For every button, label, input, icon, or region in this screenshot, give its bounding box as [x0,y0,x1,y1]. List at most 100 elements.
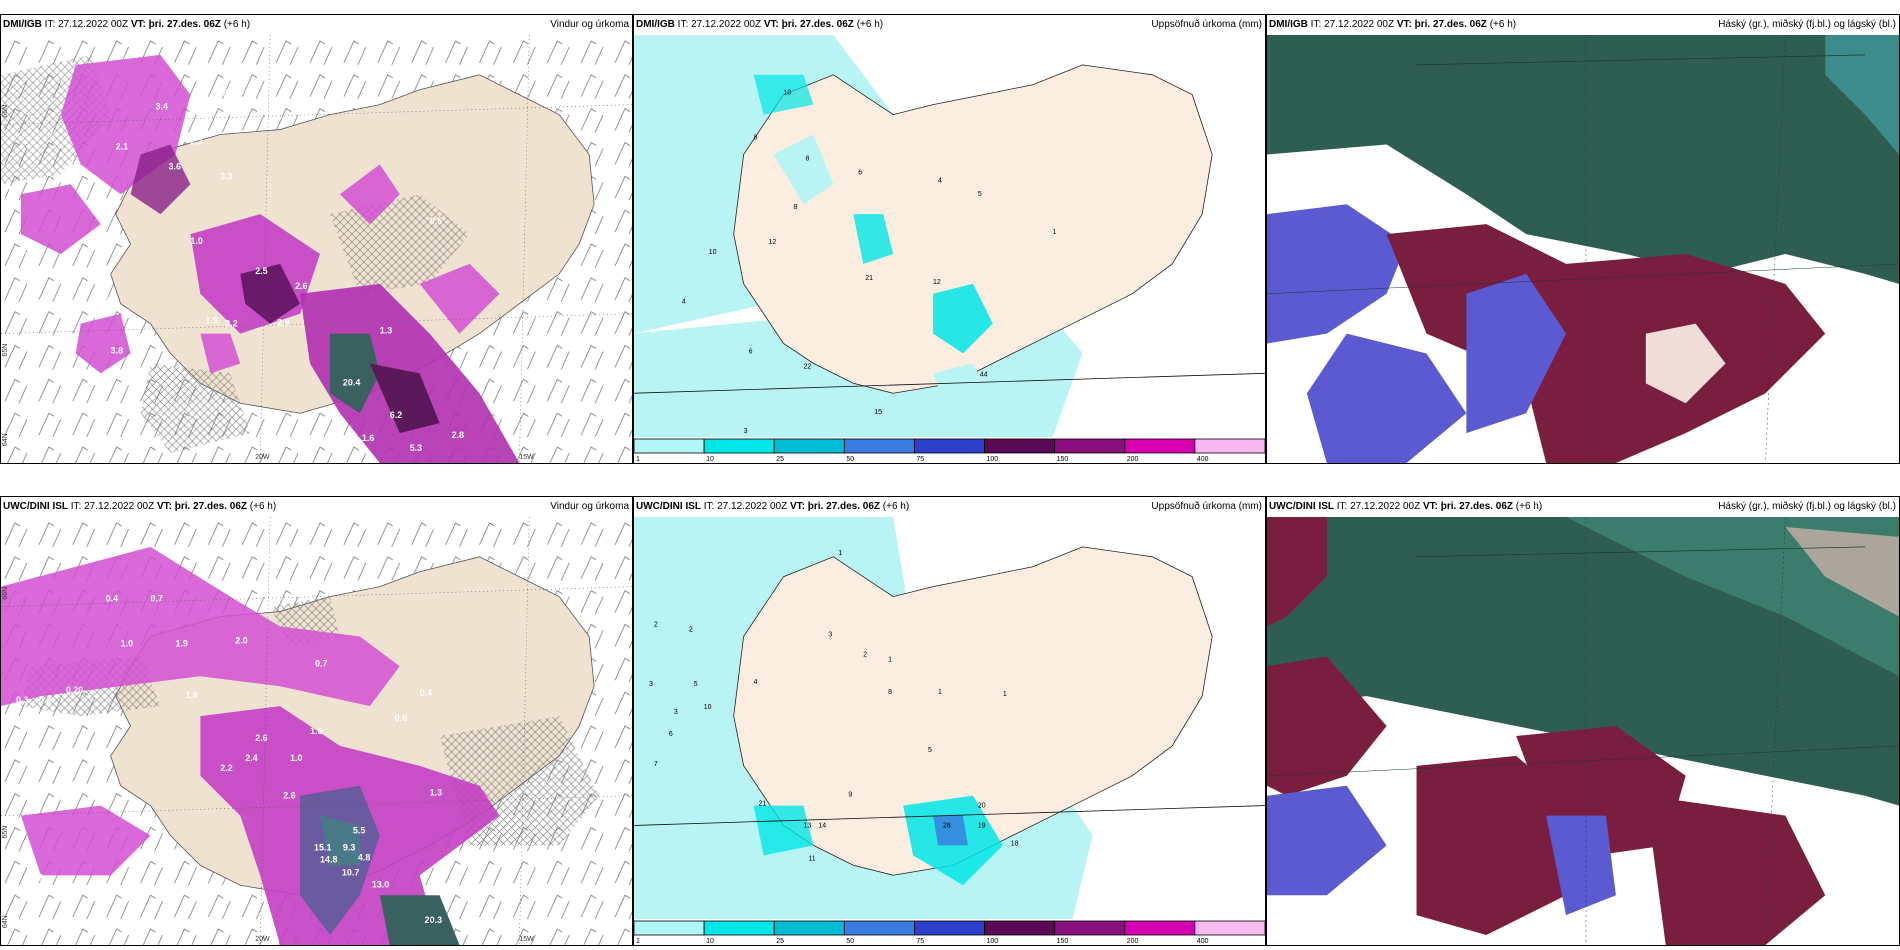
value-label: 8 [888,689,892,696]
panel-header: DMI/IGB IT: 27.12.2022 00Z VT: þri. 27.d… [1267,15,1899,35]
value-label: 0.20 [66,685,83,695]
value-label: 15.1 [314,842,331,852]
it-label: IT: [70,501,82,512]
value-label: 20.3 [425,915,442,925]
value-label: 15 [874,409,882,416]
value-label: 3 [649,681,653,688]
panel-accum-precip-uwc: UWC/DINI ISL IT: 27.12.2022 00Z VT: þri.… [633,496,1266,946]
value-label: 3.6 [168,161,180,171]
lead-time: (+6 h) [882,501,910,512]
value-label: 1.8 [185,690,197,700]
hatched-area [140,363,251,454]
value-label: 9 [848,792,852,799]
value-label: 2.0 [235,635,247,645]
value-label: 0.5 [430,216,442,226]
map-area: 1 2 2 3 2 1 3 5 4 1 5 3 6 7 10 21 28 20 … [634,517,1265,919]
lon-label: 20W [255,454,270,461]
value-label: 12 [933,279,941,286]
value-label: 1 [888,656,892,663]
value-label: 5.3 [410,443,422,453]
colorbar-swatch [773,920,845,936]
model-name: UWC/DINI ISL [636,501,701,512]
value-label: 1.0 [290,753,302,763]
panel-cloud-uwc: UWC/DINI ISL IT: 27.12.2022 00Z VT: þri.… [1266,496,1900,946]
value-label: 3.8 [111,346,123,356]
value-label: 28 [943,822,951,829]
product-title: Vindur og úrkoma [550,501,629,512]
value-label: 3 [744,428,748,435]
value-label: 0.5 [215,89,227,99]
colorbar-swatch [1124,438,1196,454]
value-label: 1.6 [362,433,374,443]
value-label: 12 [769,239,777,246]
colorbar-swatch [1054,438,1126,454]
lat-label: 64N [2,915,9,928]
valid-time: þri. 27.des. 06Z [1414,19,1487,30]
value-label: 4 [682,299,686,306]
colorbar: 1 10 25 50 75 100 150 200 400 [634,437,1265,463]
colorbar-tick-label: 50 [846,938,854,945]
hatched-area [329,194,470,294]
panel-header: UWC/DINI ISL IT: 27.12.2022 00Z VT: þri.… [1,497,632,517]
colorbar-swatch [843,438,915,454]
value-label: 5 [978,191,982,198]
value-label: 4 [938,177,942,184]
value-label: 0.5 [185,547,197,557]
model-name: DMI/IGB [3,19,42,30]
value-label: 8 [793,204,797,211]
product-title: Uppsöfnuð úrkoma (mm) [1151,19,1262,30]
accum-precip-map: 10 8 8 6 4 5 8 12 10 12 1 4 6 22 44 15 3… [634,35,1265,437]
value-label: 2 [863,651,867,658]
init-time: 27.12.2022 00Z [84,501,155,512]
colorbar-swatch [1194,920,1265,936]
value-label: 3.4 [156,102,168,112]
colorbar-swatch [843,920,915,936]
map-area [1267,35,1899,463]
lon-label: 15W [519,936,534,943]
init-time: 27.12.2022 00Z [1350,501,1421,512]
value-label: 5 [928,747,932,754]
colorbar-tick-label: 400 [1197,456,1209,463]
init-time: 27.12.2022 00Z [1324,19,1395,30]
lead-time: (+6 h) [1489,19,1517,30]
value-label: 22 [803,363,811,370]
vt-label: VT: [1396,19,1412,30]
value-label: 2.6 [295,281,307,291]
model-name: UWC/DINI ISL [1269,501,1334,512]
init-time: 27.12.2022 00Z [58,19,129,30]
value-label: 2 [689,626,693,633]
value-label: 19 [978,822,986,829]
value-label: 1 [838,550,842,557]
init-time: 27.12.2022 00Z [691,19,762,30]
colorbar-swatch [984,438,1056,454]
valid-time: þri. 27.des. 06Z [148,19,221,30]
panel-header: UWC/DINI ISL IT: 27.12.2022 00Z VT: þri.… [1267,497,1899,517]
value-label: 2.6 [255,733,267,743]
lead-time: (+6 h) [249,501,277,512]
colorbar-swatch [914,920,985,936]
vt-label: VT: [1422,501,1438,512]
vt-label: VT: [763,19,779,30]
value-label: 20 [978,803,986,810]
value-label: 2.3 [98,296,110,306]
colorbar-tick-label: 1 [636,938,640,945]
value-label: 4.8 [358,852,370,862]
value-label: 0.2 [39,695,51,705]
value-label: 13 [803,822,811,829]
value-label: 2.8 [452,430,464,440]
value-label: 6 [669,731,673,738]
value-label: 0.7 [315,658,327,668]
value-label: 0.4 [106,594,118,604]
colorbar-tick-label: 25 [776,938,784,945]
panel-accum-precip-dmi: DMI/IGB IT: 27.12.2022 00Z VT: þri. 27.d… [633,14,1266,464]
value-label: 9.3 [343,842,355,852]
value-label: 13.0 [372,879,389,889]
model-name: UWC/DINI ISL [3,501,68,512]
value-label: 44 [980,371,988,378]
cloud-map [1267,517,1899,945]
value-label: 1.6 [310,726,322,736]
vt-label: VT: [130,19,146,30]
colorbar-swatch [1194,438,1265,454]
product-title: Vindur og úrkoma [550,19,629,30]
value-label: 1.0 [190,236,202,246]
